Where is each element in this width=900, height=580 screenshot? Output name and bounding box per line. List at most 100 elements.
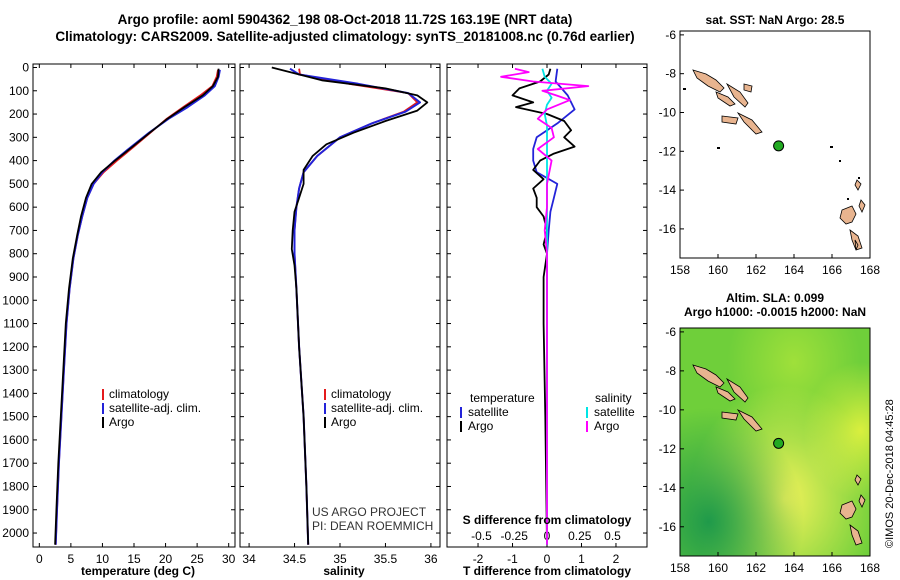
map-x-tick-label: 168 [860, 263, 880, 277]
series-line-s-argo [500, 67, 590, 545]
depth-tick-label: 300 [9, 130, 29, 144]
legend-title-salinity: salinity [595, 391, 632, 405]
depth-tick-label: 800 [9, 247, 29, 261]
x-tick-label: 34 [242, 552, 256, 566]
legend-label: satellite [468, 405, 509, 419]
figure-title-line1: Argo profile: aoml 5904362_198 08-Oct-20… [118, 12, 573, 27]
depth-tick-label: 1500 [2, 410, 29, 424]
legend-label: Argo [109, 415, 135, 429]
difference-x2label: S difference from climatology [463, 513, 632, 527]
map-y-tick-label: -16 [659, 222, 677, 236]
difference-xlabel: T difference from climatology [463, 564, 631, 578]
legend-label: climatology [109, 387, 169, 401]
map-y-tick-label: -12 [659, 144, 677, 158]
depth-tick-label: 1600 [2, 433, 29, 447]
x2-tick-label: 0.25 [568, 529, 592, 543]
depth-tick-label: 200 [9, 107, 29, 121]
map-x-tick-label: 160 [708, 561, 728, 575]
salinity-panel: 34 34.5 35 35.5 36 climatologysatellite-adj. … [239, 63, 441, 566]
legend-label: satellite-adj. clim. [331, 401, 423, 415]
series-line-argo [271, 66, 429, 545]
legend-label: Argo [468, 419, 494, 433]
depth-tick-label: 1300 [2, 363, 29, 377]
depth-tick-label: 600 [9, 200, 29, 214]
x2-tick-label: -0.25 [501, 529, 529, 543]
temperature-xlabel: temperature (deg C) [81, 564, 195, 578]
sst-map-islets [683, 88, 860, 200]
depth-tick-label: 1900 [2, 503, 29, 517]
difference-panel: -2 -1 0 1 2-0.5 -0.25 0 0.25 0.5temperaturesatel… [446, 63, 648, 566]
map-y-tick-label: -10 [659, 403, 677, 417]
x-tick-label: 25 [190, 552, 204, 566]
map-x-tick-label: 158 [670, 263, 690, 277]
map-x-tick-label: 166 [822, 561, 842, 575]
x-tick-label: 15 [127, 552, 141, 566]
depth-tick-label: 1700 [2, 456, 29, 470]
sla-map-axes: 158 160 162 164 166 168 -6 -8 -10 -12 -14 -16 [659, 325, 881, 575]
legend-label: Argo [594, 419, 620, 433]
x-tick-label: 10 [96, 552, 110, 566]
pi-credit: PI: DEAN ROEMMICH [312, 519, 433, 533]
map-y-tick-label: -6 [665, 325, 676, 339]
map-x-tick-label: 158 [670, 561, 690, 575]
depth-tick-label: 1000 [2, 293, 29, 307]
map-x-tick-label: 164 [784, 561, 804, 575]
x-tick-label: 1 [578, 552, 585, 566]
depth-tick-label: 1800 [2, 479, 29, 493]
legend-title-temperature: temperature [470, 391, 535, 405]
figure-title-line2: Climatology: CARS2009. Satellite-adjuste… [55, 29, 634, 44]
depth-tick-label: 1200 [2, 340, 29, 354]
sst-map-title: sat. SST: NaN Argo: 28.5 [706, 13, 845, 27]
map-x-tick-label: 162 [746, 263, 766, 277]
sla-map: Altim. SLA: 0.099 Argo h1000: -0.0015 h2… [659, 291, 881, 575]
depth-tick-label: 700 [9, 223, 29, 237]
x-tick-label: -1 [507, 552, 518, 566]
depth-tick-label: 100 [9, 84, 29, 98]
legend-label: climatology [331, 387, 391, 401]
map-y-tick-label: -10 [659, 105, 677, 119]
plot-frame [32, 63, 236, 548]
argo-location-marker-sst [773, 140, 785, 152]
legend-label: Argo [331, 415, 357, 429]
legend-label: satellite [594, 405, 635, 419]
map-y-tick-label: -14 [659, 481, 677, 495]
map-y-tick-label: -16 [659, 520, 677, 534]
map-y-tick-label: -14 [659, 183, 677, 197]
sst-map-land [692, 69, 866, 251]
series-line-argo [54, 68, 220, 545]
x-tick-label: -2 [473, 552, 484, 566]
imos-credit: ©IMOS 20-Dec-2018 04:45:28 [884, 399, 896, 548]
x-tick-label: 35 [333, 552, 347, 566]
depth-tick-label: 2000 [2, 526, 29, 540]
sla-map-field [680, 328, 870, 556]
sla-map-title1: Altim. SLA: 0.099 [726, 291, 824, 305]
argo-location-marker-sla [773, 437, 785, 449]
salinity-xlabel: salinity [323, 564, 365, 578]
x-tick-label: 36 [424, 552, 438, 566]
x-tick-label: 35.5 [374, 552, 398, 566]
x-tick-label: 2 [613, 552, 620, 566]
depth-tick-label: 1400 [2, 386, 29, 400]
x-tick-label: 30 [222, 552, 236, 566]
depth-tick-label: 1100 [3, 317, 29, 331]
map-y-tick-label: -8 [665, 364, 676, 378]
x2-tick-label: -0.5 [471, 529, 492, 543]
sla-map-title2: Argo h1000: -0.0015 h2000: NaN [684, 305, 866, 319]
x-tick-label: 5 [68, 552, 75, 566]
sla-map-frame [679, 327, 871, 557]
x-tick-label: 34.5 [283, 552, 307, 566]
map-x-tick-label: 162 [746, 561, 766, 575]
project-credit: US ARGO PROJECT [312, 505, 427, 519]
depth-tick-label: 900 [9, 270, 29, 284]
plot-frame [239, 63, 441, 548]
x-tick-label: 0 [36, 552, 43, 566]
depth-tick-label: 500 [9, 177, 29, 191]
map-y-tick-label: -6 [665, 28, 676, 42]
x-tick-label: 20 [159, 552, 173, 566]
x-tick-label: 0 [544, 552, 551, 566]
map-y-tick-label: -12 [659, 442, 677, 456]
temperature-panel: 0100200300400500600700800900100011001200… [2, 60, 235, 566]
sst-map: sat. SST: NaN Argo: 28.5 158 160 162 164 166… [659, 13, 881, 277]
map-y-tick-label: -8 [665, 67, 676, 81]
